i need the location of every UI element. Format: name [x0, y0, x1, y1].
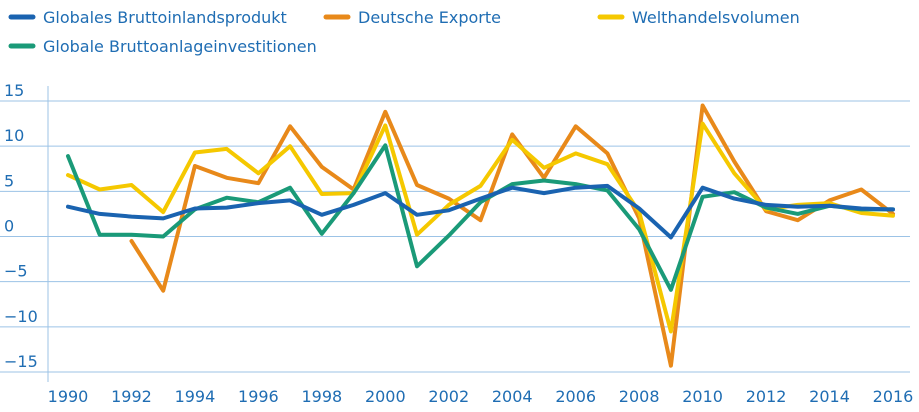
series-line [66, 121, 895, 334]
x-tick-label: 2010 [682, 387, 723, 406]
y-tick-label: 0 [4, 217, 14, 236]
x-tick-label: 2014 [809, 387, 850, 406]
y-tick-label: 5 [4, 171, 14, 190]
x-tick-label: 2016 [873, 387, 914, 406]
legend-label: Deutsche Exporte [358, 8, 501, 27]
x-tick-label: 2004 [492, 387, 533, 406]
x-tick-label: 2012 [746, 387, 787, 406]
series-line [66, 183, 895, 240]
y-tick-label: −5 [4, 262, 28, 281]
x-tick-label: 2006 [555, 387, 596, 406]
x-tick-label: 2000 [365, 387, 406, 406]
x-tick-label: 1990 [48, 387, 89, 406]
x-tick-label: 1992 [111, 387, 152, 406]
x-tick-label: 2002 [428, 387, 469, 406]
y-tick-label: −15 [4, 352, 38, 371]
x-tick-label: 1996 [238, 387, 279, 406]
y-tick-label: −10 [4, 307, 38, 326]
y-tick-label: 10 [4, 126, 24, 145]
x-tick-label: 2008 [619, 387, 660, 406]
y-tick-label: 15 [4, 81, 24, 100]
legend-label: Welthandelsvolumen [632, 8, 800, 27]
legend-label: Globale Bruttoanlageinvestitionen [43, 37, 317, 56]
legend-label: Globales Bruttoinlandsprodukt [43, 8, 287, 27]
x-tick-label: 1994 [175, 387, 216, 406]
x-tick-label: 1998 [301, 387, 342, 406]
